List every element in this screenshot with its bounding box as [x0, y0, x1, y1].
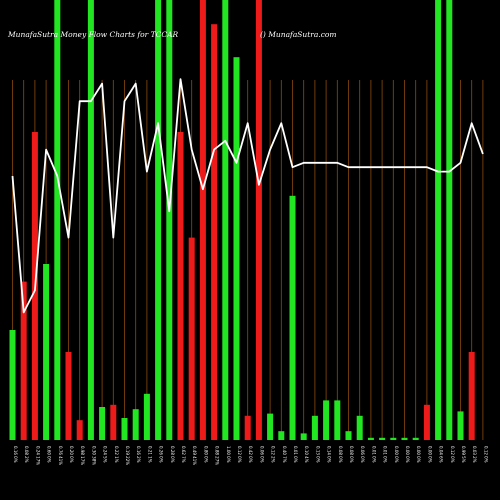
- x-tick-label: 0.01 0%: [371, 446, 376, 463]
- flow-bar: [334, 400, 341, 440]
- x-tick-label: 0.12 0%: [450, 446, 455, 463]
- flow-bar: [289, 195, 296, 440]
- flow-bar: [121, 418, 128, 440]
- flow-bar: [390, 437, 397, 440]
- flow-bar: [20, 281, 27, 440]
- x-tick-label: 0.12 0%: [237, 446, 242, 463]
- x-tick-label: 0.60 0%: [47, 446, 52, 463]
- x-tick-label: 0.00 0%: [405, 446, 410, 463]
- x-tick-label: 0.26 0%: [159, 446, 164, 463]
- flow-bar: [43, 264, 50, 440]
- flow-bar: [300, 433, 307, 440]
- flow-bar: [233, 57, 240, 440]
- x-tick-label: 0.24 17%: [35, 446, 40, 465]
- x-tick-label: 0.16 2%: [136, 446, 141, 463]
- x-tick-label: 0.12 0%: [483, 446, 488, 463]
- x-tick-label: 0.10 4%: [304, 446, 309, 463]
- flow-bar: [132, 409, 139, 440]
- flow-bar: [379, 437, 386, 440]
- flow-bar: [401, 437, 408, 440]
- flow-bar: [311, 415, 318, 440]
- flow-bar: [255, 0, 262, 440]
- x-tick-label: 0.28 0%: [170, 446, 175, 463]
- x-tick-label: 0.24 5%: [103, 446, 108, 463]
- x-tick-label: 0.22 1%: [114, 446, 119, 463]
- x-tick-label: 0.49 41%: [192, 446, 197, 465]
- x-tick-label: 0.16 0%: [13, 446, 18, 463]
- flow-bar: [457, 411, 464, 440]
- flow-bar: [468, 352, 475, 440]
- x-tick-label: 0.01 0%: [383, 446, 388, 463]
- flow-bar: [9, 330, 16, 440]
- flow-bar: [435, 0, 442, 440]
- x-tick-label: 0.04 6%: [439, 446, 444, 463]
- x-tick-label: 0.08 0%: [338, 446, 343, 463]
- flow-bar: [99, 407, 106, 440]
- flow-bar: [222, 0, 229, 440]
- flow-bar: [244, 415, 251, 440]
- flow-bar: [345, 431, 352, 440]
- x-tick-label: 0.76 41%: [58, 446, 63, 465]
- flow-bar: [367, 437, 374, 440]
- x-tick-label: 0.19 22%: [125, 446, 130, 465]
- flow-bar: [278, 431, 285, 440]
- x-tick-label: 1.00 0%: [226, 446, 231, 463]
- x-tick-label: 0.00 0%: [394, 446, 399, 463]
- flow-bar: [177, 132, 184, 440]
- x-tick-label: 0.14 0%: [327, 446, 332, 463]
- flow-bar: [423, 404, 430, 440]
- flow-bar: [267, 413, 274, 440]
- x-tick-label: 0.98 17%: [80, 446, 85, 465]
- x-tick-label: 0.88 27%: [215, 446, 220, 465]
- x-tick-label: 0.06 0%: [360, 446, 365, 463]
- x-tick-label: 0.20 0%: [69, 446, 74, 463]
- flow-bar: [323, 400, 330, 440]
- x-tick-label: 0.08 2%: [24, 446, 29, 463]
- flow-bar: [65, 352, 72, 440]
- x-tick-label: 0.40 7%: [282, 446, 287, 463]
- flow-bar: [446, 0, 453, 440]
- x-tick-label: 0.80 0%: [203, 446, 208, 463]
- flow-bar: [188, 237, 195, 440]
- x-tick-label: 0.12 2%: [271, 446, 276, 463]
- x-tick-label: 0.42 0%: [248, 446, 253, 463]
- price-line-group: [11, 78, 484, 314]
- chart-title: MunafaSutra Money Flow Charts for TCCAR: [7, 30, 179, 39]
- x-tick-label: 0.00 0%: [416, 446, 421, 463]
- x-tick-label: 0.03 2%: [472, 446, 477, 463]
- x-tick-label: 0.06 0%: [259, 446, 264, 463]
- flow-bar: [143, 393, 150, 440]
- x-tick-label: 0.30 38%: [91, 446, 96, 465]
- x-tick-label: 0.01 0%: [293, 446, 298, 463]
- flow-bar: [199, 0, 206, 440]
- flow-bar: [54, 0, 61, 440]
- flow-bar: [412, 437, 419, 440]
- x-tick-label: 0.62 7%: [181, 446, 186, 463]
- flow-bar: [211, 24, 218, 440]
- x-tick-label: 0.00 0%: [427, 446, 432, 463]
- flow-bar: [155, 0, 162, 440]
- x-tick-labels: 0.16 0% 0.08 2% 0.24 17% 0.60 0% 0.76 41% 0.2…: [13, 446, 488, 465]
- price-line: [11, 78, 484, 314]
- x-tick-label: 0.13 0%: [315, 446, 320, 463]
- flow-bar: [76, 420, 83, 440]
- x-tick-label: 0.08 0%: [349, 446, 354, 463]
- source-label: () MunafaSutra.com: [260, 30, 337, 39]
- flow-bar: [87, 0, 94, 440]
- x-tick-label: 0.21 1%: [147, 446, 152, 463]
- flow-bar: [356, 415, 363, 440]
- flow-bar: [110, 404, 117, 440]
- x-tick-label: 0.99 5%: [461, 446, 466, 463]
- flow-bar: [166, 0, 173, 440]
